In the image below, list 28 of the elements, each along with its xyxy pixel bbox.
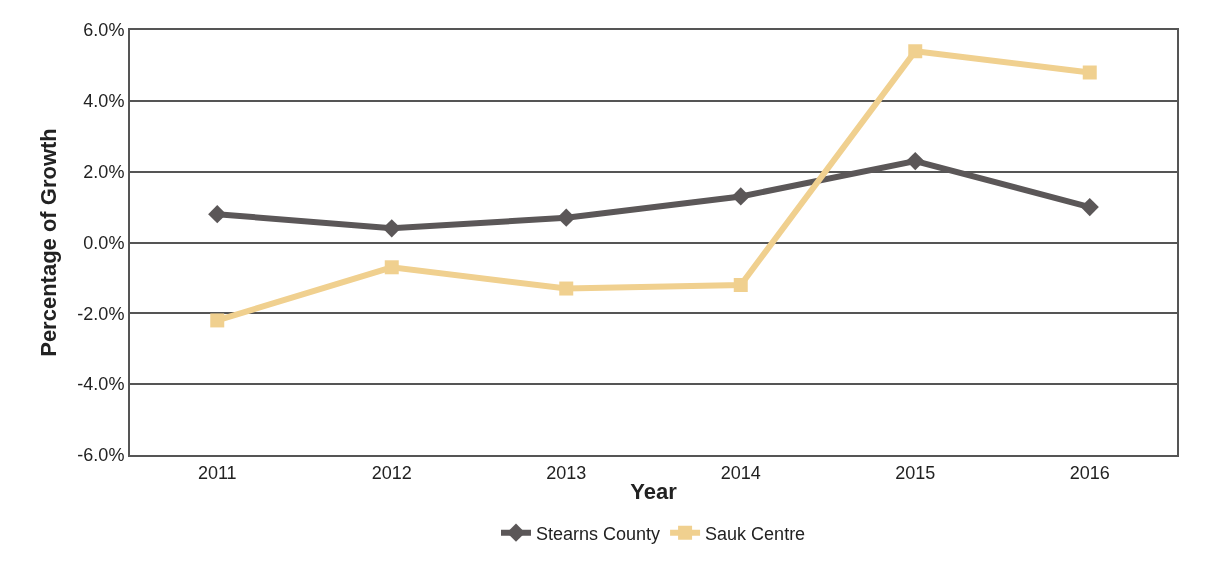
legend-label: Sauk Centre: [705, 523, 806, 544]
x-tick-label: 2013: [546, 462, 587, 483]
legend-label: Stearns County: [536, 523, 661, 544]
y-axis-title: Percentage of Growth: [35, 128, 61, 357]
point: [557, 208, 576, 227]
point: [382, 219, 401, 238]
point: [733, 278, 748, 292]
y-tick-label: -6.0%: [77, 445, 125, 466]
y-tick-label: 0.0%: [83, 232, 125, 253]
point: [1080, 197, 1099, 217]
point: [559, 281, 574, 296]
point: [731, 187, 750, 206]
x-tick-label: 2012: [371, 462, 412, 483]
x-axis-title: Year: [630, 479, 678, 504]
point: [908, 44, 923, 59]
x-tick-label: 2016: [1069, 462, 1110, 483]
y-tick-label: 4.0%: [83, 91, 125, 112]
point: [1082, 65, 1097, 80]
y-tick-label: 6.0%: [83, 20, 125, 41]
x-tick-label: 2011: [197, 462, 237, 483]
point: [384, 260, 399, 275]
point: [210, 313, 225, 328]
point: [906, 151, 925, 171]
y-tick-label: 2.0%: [83, 161, 125, 182]
y-tick-label: -4.0%: [77, 374, 125, 395]
x-tick-label: 2015: [895, 462, 936, 483]
x-tick-label: 2014: [720, 462, 761, 483]
y-tick-label: -2.0%: [77, 303, 125, 324]
